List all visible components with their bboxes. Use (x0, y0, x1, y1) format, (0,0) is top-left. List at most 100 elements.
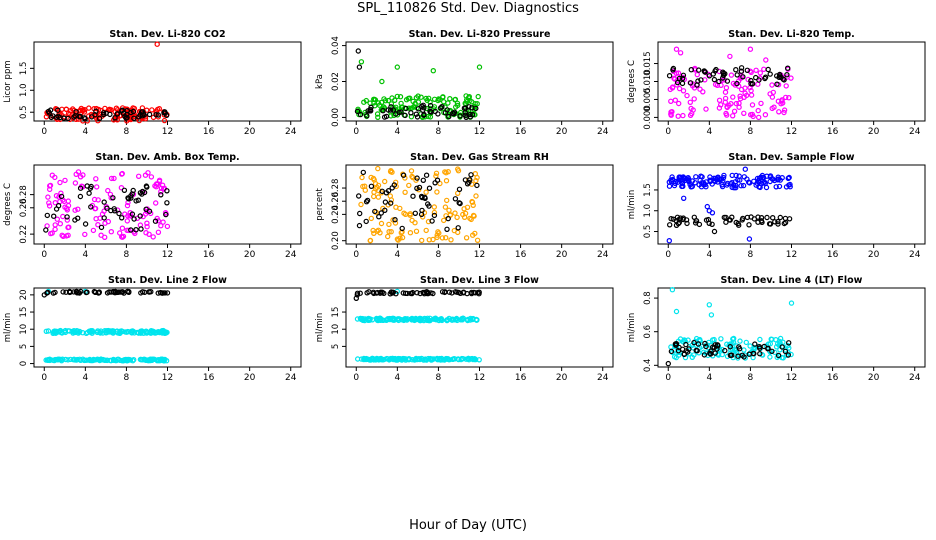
data-point (757, 336, 763, 343)
data-point (786, 340, 792, 346)
data-point (139, 289, 146, 295)
data-point (409, 217, 415, 224)
data-point (711, 336, 717, 343)
data-point (43, 357, 49, 363)
data-point (164, 200, 170, 206)
data-point (698, 173, 704, 179)
data-point (758, 100, 764, 107)
data-point (386, 221, 392, 228)
data-point (704, 203, 711, 210)
data-point (733, 100, 740, 107)
data-point (130, 358, 136, 364)
data-point (101, 215, 107, 221)
data-point (759, 172, 766, 179)
data-point (164, 223, 171, 230)
data-point (724, 341, 730, 347)
x-tick-label: 20 (868, 373, 880, 383)
data-point (150, 234, 156, 240)
data-point (675, 220, 682, 227)
data-point (160, 219, 166, 225)
data-point (414, 290, 420, 296)
data-point (108, 228, 115, 235)
data-point (426, 185, 433, 191)
data-point (741, 347, 747, 353)
data-point (754, 175, 761, 182)
data-point (666, 179, 673, 185)
data-point (368, 215, 374, 222)
x-tick-label: 24 (285, 127, 297, 137)
data-point (82, 116, 88, 122)
x-tick-label: 20 (244, 250, 256, 260)
data-point (435, 97, 441, 104)
data-point (452, 196, 459, 202)
data-point (138, 329, 144, 336)
x-tick-label: 4 (82, 250, 88, 260)
data-point (736, 104, 742, 110)
data-point (443, 177, 450, 184)
y-tick-label: 1.0 (19, 84, 29, 98)
data-point (784, 71, 790, 78)
plot-frame (657, 41, 926, 122)
x-tick-label: 12 (786, 127, 797, 137)
data-point (158, 222, 164, 229)
data-point (441, 99, 447, 105)
data-point (716, 78, 722, 85)
data-point (439, 289, 446, 295)
data-point (468, 172, 474, 178)
data-point (714, 342, 721, 348)
data-point (420, 107, 426, 114)
data-point (152, 330, 158, 336)
data-point (474, 317, 480, 323)
data-point (104, 205, 110, 211)
data-point (782, 215, 789, 222)
x-tick-label: 16 (827, 127, 839, 137)
data-point (423, 172, 430, 178)
data-point (716, 97, 723, 104)
x-tick-label: 12 (474, 250, 485, 260)
data-point (679, 80, 686, 87)
data-point (671, 354, 678, 360)
data-point (382, 178, 388, 185)
y-tick-label: 0.20 (331, 231, 341, 250)
data-point (113, 328, 120, 335)
data-point (693, 347, 699, 354)
data-point (698, 180, 705, 186)
data-point (442, 289, 448, 295)
data-point (354, 292, 360, 298)
y-tick-label: 0.28 (19, 185, 29, 204)
data-point (764, 214, 770, 221)
data-point (668, 98, 674, 105)
data-point (84, 329, 91, 336)
x-tick-label: 4 (706, 373, 712, 383)
data-point (749, 81, 756, 87)
data-point (108, 175, 115, 182)
data-point (708, 312, 715, 318)
data-point (116, 210, 122, 217)
data-point (88, 204, 94, 210)
data-point (90, 227, 97, 234)
data-point (365, 317, 371, 323)
data-point (710, 71, 717, 77)
y-tick-label: 0.005 (643, 87, 653, 111)
data-point (143, 206, 149, 212)
data-point (443, 169, 449, 176)
data-point (748, 214, 754, 220)
data-point (742, 166, 749, 172)
data-point (388, 197, 395, 203)
data-point (418, 211, 425, 218)
data-point (730, 113, 736, 119)
data-point (411, 316, 417, 322)
data-point (680, 183, 686, 189)
data-point (404, 317, 410, 323)
y-tick-label: 0.22 (19, 225, 29, 244)
data-point (744, 67, 751, 74)
data-point (355, 356, 361, 362)
data-point (93, 184, 100, 190)
data-point (121, 187, 128, 193)
data-point (88, 183, 94, 190)
x-tick-label: 12 (786, 373, 797, 383)
data-point (680, 176, 686, 183)
x-tick-label: 4 (394, 373, 400, 383)
data-point (719, 77, 725, 84)
data-point (152, 183, 158, 189)
